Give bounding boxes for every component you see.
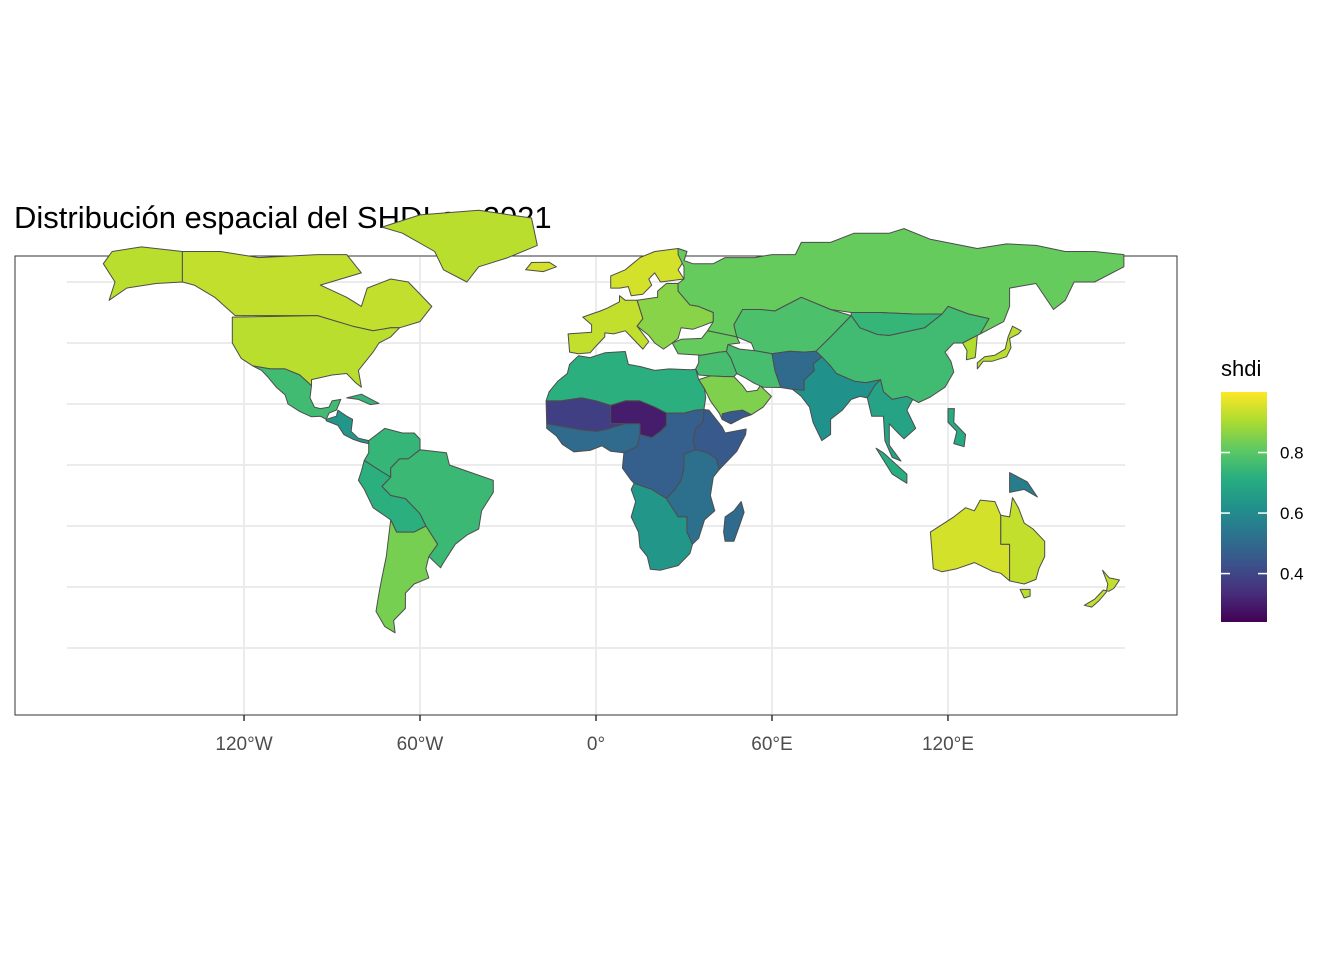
x-axis: 120°W 60°W 0° 60°E 120°E [215,715,974,755]
region-mexico [252,365,342,420]
region-southern-africa [630,482,693,571]
region-chile-argentina [375,519,439,634]
region-papua-new-guinea [1009,472,1038,498]
region-japan [976,325,1022,370]
x-tick-label: 120°W [215,734,272,755]
region-madagascar [723,501,745,542]
region-arabian-peninsula [698,375,772,425]
legend-title: shdi [1221,356,1261,381]
region-eastern-europe [636,283,714,350]
region-korea [962,334,978,361]
colorbar [1221,392,1267,622]
region-turkey-caucasus [671,330,741,356]
x-tick-label: 60°W [397,734,444,755]
legend-tick-label: 0.8 [1280,444,1304,463]
region-greenland [381,209,538,283]
region-canada [181,251,433,332]
legend: shdi 0.4 0.6 0.8 [1221,356,1304,622]
region-brazil [381,449,494,569]
region-alaska [102,246,183,301]
region-yemen [721,409,752,425]
region-mongolia [850,312,943,336]
legend-tick-label: 0.6 [1280,504,1304,523]
region-scandinavia [610,248,688,297]
region-eastern-australia [1000,497,1046,585]
x-tick-label: 60°E [751,734,792,755]
region-new-zealand [1083,569,1120,608]
x-tick-label: 0° [587,734,605,755]
region-philippines [947,408,967,448]
region-southeast-asia [866,379,917,462]
region-indonesia [875,447,908,484]
x-tick-label: 120°E [922,734,974,755]
region-tasmania [1019,588,1031,599]
region-caribbean [346,393,380,406]
region-iceland [525,261,557,273]
map-regions [102,209,1125,634]
legend-tick-label: 0.4 [1280,565,1304,584]
